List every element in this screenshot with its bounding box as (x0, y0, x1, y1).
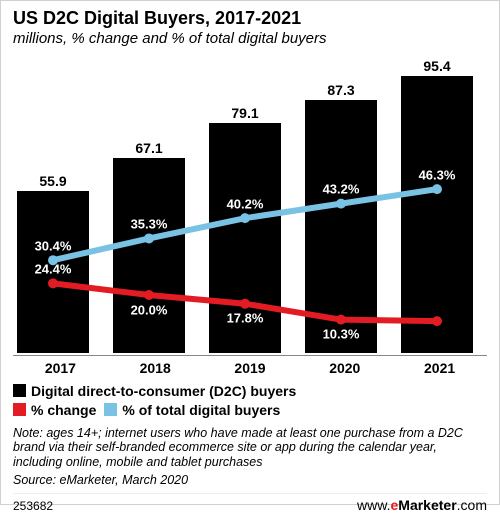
trend-point-label: 9.4% (422, 299, 452, 314)
chart-id: 253682 (13, 499, 53, 513)
trend-point (336, 198, 346, 208)
x-tick: 2018 (108, 356, 203, 376)
source-line: Source: eMarketer, March 2020 (13, 473, 487, 487)
trend-point (240, 298, 250, 308)
legend-item: % change (13, 402, 96, 418)
x-axis: 20172018201920202021 (13, 355, 487, 376)
chart-plot: 55.967.179.187.395.430.4%35.3%40.2%43.2%… (13, 63, 487, 353)
trend-point-label: 20.0% (131, 302, 168, 317)
trend-point-label: 40.2% (227, 196, 264, 211)
trend-point-label: 17.8% (227, 311, 264, 326)
trend-point (240, 213, 250, 223)
trend-point-label: 43.2% (323, 182, 360, 197)
trend-point-label: 46.3% (419, 167, 456, 182)
footnote: Note: ages 14+; internet users who have … (13, 426, 487, 470)
trend-point (432, 316, 442, 326)
legend-item: % of total digital buyers (104, 402, 280, 418)
trend-point-label: 35.3% (131, 217, 168, 232)
legend-item: Digital direct-to-consumer (D2C) buyers (13, 383, 296, 399)
trend-point (336, 314, 346, 324)
trend-point (48, 278, 58, 288)
trend-point (144, 290, 154, 300)
legend: Digital direct-to-consumer (D2C) buyers%… (13, 382, 487, 420)
legend-label: Digital direct-to-consumer (D2C) buyers (31, 383, 296, 399)
legend-label: % change (31, 402, 96, 418)
footer: 253682 www.eMarketer.com (13, 493, 487, 513)
x-tick: 2020 (297, 356, 392, 376)
trend-point (144, 233, 154, 243)
trend-point-label: 24.4% (35, 262, 72, 277)
trend-point-label: 30.4% (35, 238, 72, 253)
legend-label: % of total digital buyers (122, 402, 280, 418)
legend-swatch (13, 384, 26, 397)
chart-title: US D2C Digital Buyers, 2017-2021 (13, 9, 487, 29)
x-tick: 2021 (392, 356, 487, 376)
legend-swatch (104, 403, 117, 416)
chart-card: US D2C Digital Buyers, 2017-2021 million… (0, 0, 500, 505)
x-tick: 2019 (203, 356, 298, 376)
trend-point-label: 10.3% (323, 327, 360, 342)
x-tick: 2017 (13, 356, 108, 376)
legend-swatch (13, 403, 26, 416)
chart-subtitle: millions, % change and % of total digita… (13, 30, 487, 47)
trend-point (432, 184, 442, 194)
